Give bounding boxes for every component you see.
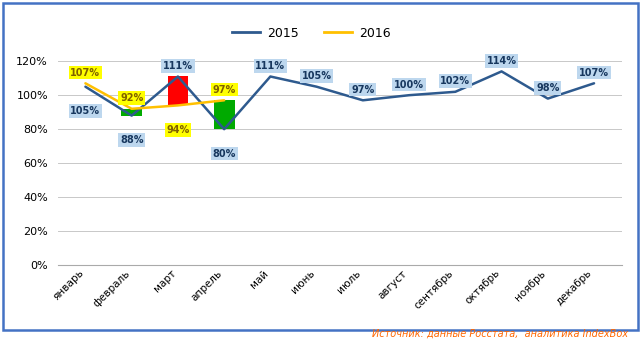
Text: 100%: 100% <box>394 80 424 90</box>
Bar <box>213 100 235 129</box>
Text: 92%: 92% <box>120 93 144 103</box>
Text: 111%: 111% <box>163 61 193 71</box>
Text: 88%: 88% <box>120 135 144 145</box>
Bar <box>121 109 142 116</box>
Text: 97%: 97% <box>213 85 236 95</box>
Text: 98%: 98% <box>536 83 560 93</box>
Text: 107%: 107% <box>579 68 609 78</box>
Text: Источник: данные Росстата,  аналитика IndexBox: Источник: данные Росстата, аналитика Ind… <box>372 328 628 338</box>
Text: 114%: 114% <box>487 56 517 66</box>
Bar <box>167 76 188 105</box>
Text: 102%: 102% <box>440 76 470 86</box>
Text: 80%: 80% <box>212 149 236 159</box>
Text: 105%: 105% <box>302 71 331 81</box>
Text: 94%: 94% <box>166 125 190 135</box>
Text: 97%: 97% <box>351 85 374 95</box>
Text: 105%: 105% <box>71 106 101 116</box>
Text: 111%: 111% <box>255 61 285 71</box>
Text: 107%: 107% <box>71 68 101 78</box>
Legend: 2015, 2016: 2015, 2016 <box>228 22 395 45</box>
